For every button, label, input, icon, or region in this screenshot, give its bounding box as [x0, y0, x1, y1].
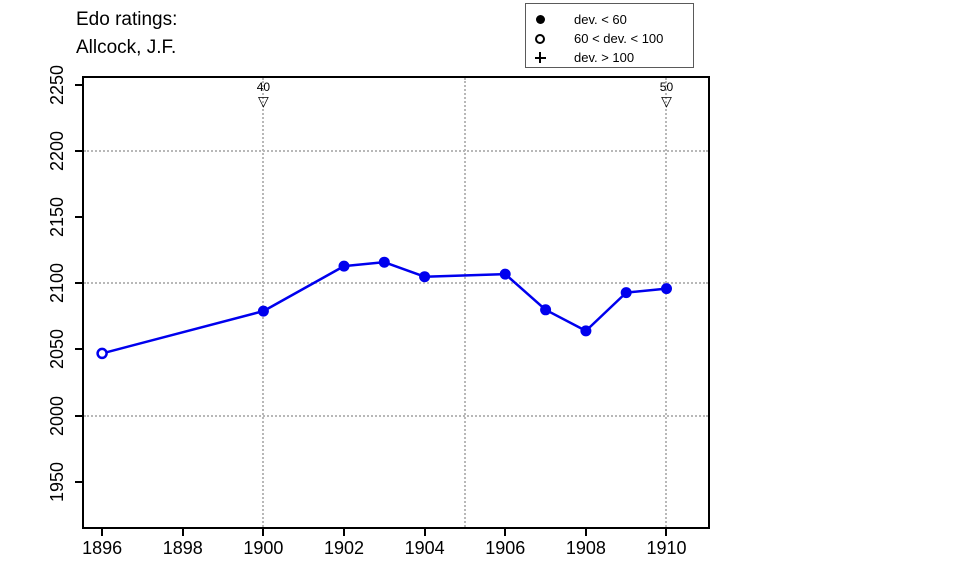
x-tick	[262, 529, 265, 536]
data-point-1907	[540, 304, 552, 316]
y-tick	[75, 414, 82, 417]
y-tick	[75, 348, 82, 351]
x-tick-label: 1910	[646, 538, 687, 558]
h-gridline	[84, 414, 708, 417]
x-tick	[181, 529, 184, 536]
x-tick-label: 1908	[565, 538, 606, 558]
open-circle-icon	[534, 33, 546, 44]
x-tick-label: 1898	[162, 538, 203, 558]
chart-title-line1: Edo ratings:	[76, 9, 178, 30]
y-tick	[75, 150, 82, 153]
data-point-1903	[378, 256, 390, 268]
x-tick	[423, 529, 426, 536]
y-tick-label: 1950	[47, 461, 67, 502]
h-gridline	[84, 150, 708, 153]
y-tick	[75, 282, 82, 285]
data-point-1896	[96, 347, 108, 360]
legend-item-dev-60-100: 60 < dev. < 100	[526, 29, 693, 48]
x-tick-label: 1902	[323, 538, 365, 558]
x-tick	[343, 529, 345, 536]
data-point-1909	[620, 287, 632, 299]
v-gridline	[665, 78, 668, 527]
v-gridline	[463, 78, 466, 527]
legend-item-label: 60 < dev. < 100	[574, 31, 664, 46]
x-tick	[504, 529, 507, 536]
legend-item-dev-lt-60: dev. < 60	[526, 10, 693, 29]
x-tick	[101, 529, 104, 536]
rating-line-chart	[96, 256, 672, 360]
y-tick-label: 2050	[47, 329, 67, 370]
legend-item-label: dev. > 100	[574, 50, 635, 65]
y-tick	[75, 480, 82, 483]
y-tick-label: 2250	[47, 64, 67, 106]
data-point-1910	[661, 283, 672, 295]
y-tick	[75, 84, 82, 86]
filled-circle-icon	[534, 15, 546, 24]
x-tick-label: 1906	[485, 538, 526, 558]
plot-area	[82, 76, 710, 529]
h-gridline	[84, 282, 708, 285]
y-tick-label: 2200	[47, 131, 67, 172]
y-tick	[75, 216, 82, 219]
legend: dev. < 60 60 < dev. < 100 dev. > 100	[525, 3, 694, 68]
chart-title-line2: Allcock, J.F.	[76, 37, 177, 58]
legend-item-dev-gt-100: dev. > 100	[526, 48, 693, 67]
data-point-1900	[257, 305, 269, 317]
data-point-1902	[338, 260, 350, 272]
x-tick-label: 1896	[82, 538, 123, 558]
legend-item-label: dev. < 60	[574, 12, 627, 27]
chart-title: Edo ratings: Allcock, J.F.	[76, 6, 177, 62]
y-tick-label: 2000	[47, 395, 67, 436]
x-tick-label: 1904	[404, 538, 445, 558]
y-tick-label: 2150	[47, 197, 67, 238]
data-point-1908	[580, 325, 592, 337]
plot-inner	[84, 78, 708, 527]
data-point-1904	[419, 271, 431, 283]
plus-icon	[534, 52, 546, 63]
x-tick-label: 1900	[243, 538, 284, 558]
v-gridline	[262, 78, 265, 527]
y-tick-label: 2100	[47, 263, 67, 304]
data-point-1906	[499, 268, 511, 280]
rating-line	[101, 260, 667, 355]
x-tick	[584, 529, 587, 536]
x-tick	[665, 529, 668, 536]
